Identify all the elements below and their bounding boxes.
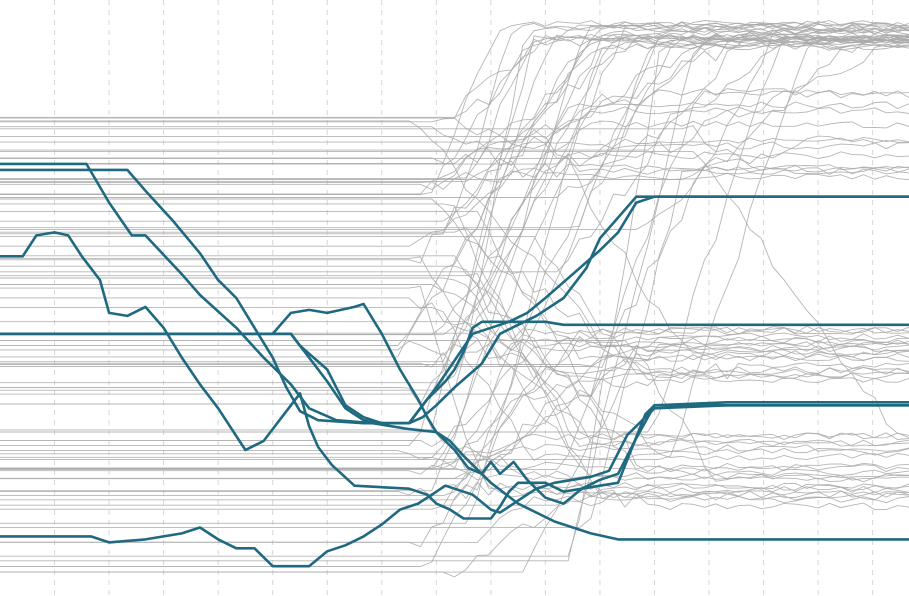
background-series-line bbox=[0, 33, 909, 180]
background-series-line bbox=[0, 42, 909, 154]
background-series-line bbox=[0, 101, 909, 405]
background-series-line bbox=[0, 106, 909, 323]
background-series-line bbox=[0, 255, 909, 447]
background-series-line bbox=[0, 164, 909, 528]
highlighted-series-line-1 bbox=[0, 168, 909, 425]
background-series-line bbox=[0, 35, 909, 195]
background-series-line bbox=[0, 235, 909, 384]
highlighted-series-line-3 bbox=[0, 302, 909, 505]
background-series-line bbox=[0, 362, 909, 400]
background-series-line bbox=[0, 284, 909, 456]
background-series-line bbox=[0, 340, 909, 483]
background-series-line bbox=[0, 35, 909, 562]
background-series-line bbox=[0, 344, 909, 458]
background-series-line bbox=[0, 120, 909, 379]
background-series-line bbox=[0, 33, 909, 368]
background-series-line bbox=[0, 277, 909, 440]
background-series-line bbox=[0, 297, 909, 380]
background-series-line bbox=[0, 42, 909, 182]
background-series-line bbox=[0, 203, 909, 501]
background-series-line bbox=[0, 495, 909, 544]
background-series-line bbox=[0, 120, 909, 247]
background-series-line bbox=[0, 42, 909, 557]
background-series-line bbox=[0, 265, 909, 473]
highlighted-series-line-5 bbox=[0, 195, 909, 425]
background-series-line bbox=[0, 35, 909, 384]
background-series-line bbox=[0, 335, 909, 470]
background-series-line bbox=[0, 137, 909, 167]
background-series-line bbox=[0, 117, 909, 176]
highlighted-series-line-6 bbox=[0, 320, 909, 425]
background-series-line bbox=[0, 24, 909, 118]
background-series-line bbox=[0, 34, 909, 229]
background-series-line bbox=[0, 273, 909, 381]
background-series-line bbox=[0, 452, 909, 470]
background-series-line bbox=[0, 444, 909, 567]
background-series-line bbox=[0, 141, 909, 190]
background-series-line bbox=[0, 450, 909, 481]
background-series-layer bbox=[0, 20, 909, 578]
background-series-line bbox=[0, 126, 909, 181]
background-series-line bbox=[0, 38, 909, 123]
background-series-line bbox=[0, 41, 909, 524]
background-series-line bbox=[0, 33, 909, 198]
background-series-line bbox=[0, 210, 909, 476]
background-series-line bbox=[0, 26, 909, 143]
background-series-line bbox=[0, 326, 909, 510]
background-series-line bbox=[0, 488, 909, 578]
background-series-line bbox=[0, 28, 909, 273]
highlighted-series-line-2 bbox=[0, 231, 909, 520]
background-series-line bbox=[0, 36, 909, 460]
background-series-line bbox=[0, 88, 909, 164]
background-series-line bbox=[0, 90, 909, 471]
background-series-line bbox=[0, 485, 909, 507]
background-series-line bbox=[0, 151, 909, 436]
background-series-line bbox=[0, 335, 909, 356]
background-series-line bbox=[0, 37, 909, 230]
background-series-line bbox=[0, 332, 909, 367]
background-series-line bbox=[0, 37, 909, 195]
background-series-line bbox=[0, 21, 909, 235]
background-series-line bbox=[0, 43, 909, 264]
background-series-line bbox=[0, 32, 909, 160]
background-series-line bbox=[0, 341, 909, 480]
background-series-line bbox=[0, 227, 909, 375]
background-series-line bbox=[0, 256, 909, 481]
background-series-line bbox=[0, 344, 909, 497]
highlighted-series-line-4 bbox=[0, 404, 909, 568]
background-series-line bbox=[0, 21, 909, 346]
background-series-line bbox=[0, 285, 909, 491]
background-series-line bbox=[0, 307, 909, 461]
highlighted-series-layer bbox=[0, 162, 909, 568]
background-series-line bbox=[0, 34, 909, 431]
background-series-line bbox=[0, 125, 909, 175]
background-series-line bbox=[0, 135, 909, 358]
background-series-line bbox=[0, 432, 909, 475]
